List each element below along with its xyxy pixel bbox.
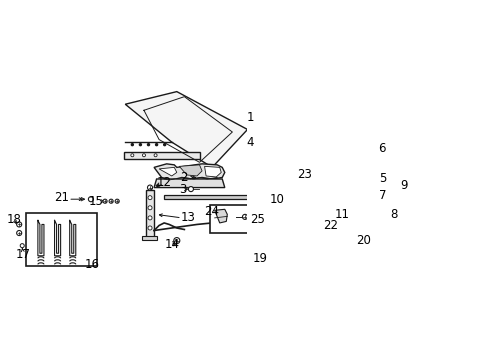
FancyBboxPatch shape bbox=[26, 213, 97, 266]
Polygon shape bbox=[154, 164, 224, 180]
Text: 2: 2 bbox=[180, 171, 188, 184]
Circle shape bbox=[163, 144, 165, 146]
Circle shape bbox=[155, 144, 157, 146]
Circle shape bbox=[188, 186, 193, 192]
Circle shape bbox=[242, 214, 247, 219]
Text: 1: 1 bbox=[246, 111, 253, 124]
Circle shape bbox=[368, 180, 372, 184]
Circle shape bbox=[139, 144, 141, 146]
Polygon shape bbox=[154, 179, 224, 188]
Circle shape bbox=[293, 181, 297, 184]
Circle shape bbox=[131, 144, 133, 146]
Polygon shape bbox=[142, 235, 156, 240]
Text: 16: 16 bbox=[85, 258, 100, 271]
Circle shape bbox=[109, 199, 113, 203]
Circle shape bbox=[368, 190, 372, 195]
Circle shape bbox=[148, 195, 152, 200]
Circle shape bbox=[17, 222, 21, 227]
Circle shape bbox=[173, 238, 180, 244]
Text: 22: 22 bbox=[323, 219, 338, 232]
Text: 21: 21 bbox=[54, 191, 69, 204]
Text: 11: 11 bbox=[334, 208, 349, 221]
Circle shape bbox=[131, 154, 134, 157]
Text: 17: 17 bbox=[16, 248, 31, 261]
Text: 5: 5 bbox=[378, 172, 386, 185]
Text: 14: 14 bbox=[164, 238, 179, 251]
Polygon shape bbox=[146, 190, 154, 238]
Circle shape bbox=[20, 244, 24, 248]
Text: 10: 10 bbox=[269, 193, 284, 206]
Circle shape bbox=[148, 216, 152, 220]
Text: 12: 12 bbox=[156, 176, 171, 189]
Circle shape bbox=[148, 226, 152, 230]
Text: 24: 24 bbox=[203, 205, 218, 218]
Text: 6: 6 bbox=[377, 142, 385, 155]
Polygon shape bbox=[179, 165, 202, 176]
Circle shape bbox=[147, 144, 149, 146]
Circle shape bbox=[154, 154, 157, 157]
Text: 7: 7 bbox=[378, 189, 386, 202]
Text: 3: 3 bbox=[179, 183, 186, 195]
Circle shape bbox=[341, 162, 345, 166]
Circle shape bbox=[88, 197, 93, 202]
Text: 19: 19 bbox=[253, 252, 267, 265]
Circle shape bbox=[103, 199, 107, 203]
Circle shape bbox=[115, 199, 119, 203]
Circle shape bbox=[322, 170, 325, 175]
Text: 4: 4 bbox=[246, 136, 253, 149]
FancyBboxPatch shape bbox=[349, 214, 360, 220]
Circle shape bbox=[388, 183, 393, 187]
Text: 13: 13 bbox=[180, 211, 195, 224]
Polygon shape bbox=[123, 152, 199, 159]
Polygon shape bbox=[368, 177, 379, 188]
Text: 15: 15 bbox=[88, 195, 103, 208]
Text: 18: 18 bbox=[7, 213, 21, 226]
Circle shape bbox=[351, 221, 355, 225]
Polygon shape bbox=[159, 167, 177, 176]
Polygon shape bbox=[204, 166, 221, 177]
FancyBboxPatch shape bbox=[209, 205, 285, 233]
Text: 23: 23 bbox=[296, 168, 311, 181]
Circle shape bbox=[17, 230, 21, 235]
Circle shape bbox=[368, 154, 372, 158]
Text: 25: 25 bbox=[250, 213, 264, 226]
Polygon shape bbox=[125, 91, 247, 167]
Polygon shape bbox=[373, 200, 384, 215]
Text: 20: 20 bbox=[356, 234, 370, 247]
Circle shape bbox=[147, 185, 152, 190]
Circle shape bbox=[148, 206, 152, 210]
Text: 9: 9 bbox=[400, 179, 407, 192]
Text: 8: 8 bbox=[389, 208, 397, 221]
Polygon shape bbox=[214, 209, 227, 223]
Polygon shape bbox=[368, 152, 379, 165]
Circle shape bbox=[142, 154, 145, 157]
Polygon shape bbox=[164, 195, 312, 199]
